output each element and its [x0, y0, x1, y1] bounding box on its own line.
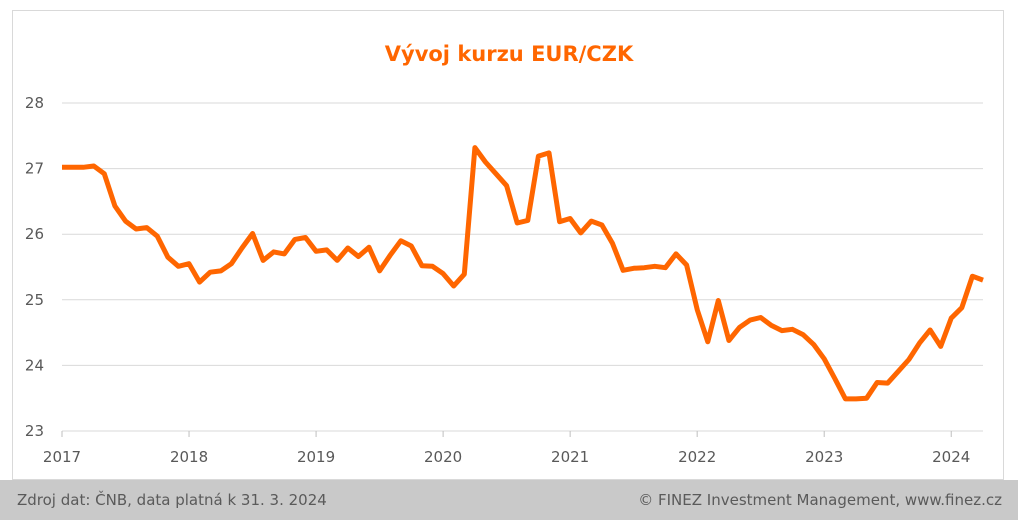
y-axis-ticks: 23 24 25 26 27 28 — [25, 94, 44, 440]
y-tick-label: 26 — [25, 225, 44, 243]
y-tick-label: 23 — [25, 422, 44, 440]
x-tick-label: 2024 — [932, 448, 970, 466]
data-source-note: Zdroj dat: ČNB, data platná k 31. 3. 202… — [17, 491, 327, 509]
y-tick-label: 27 — [25, 160, 44, 178]
copyright-note: © FINEZ Investment Management, www.finez… — [638, 491, 1002, 509]
series-line — [62, 145, 984, 402]
x-tick-label: 2020 — [424, 448, 462, 466]
footer-bar: Zdroj dat: ČNB, data platná k 31. 3. 202… — [0, 480, 1018, 520]
chart-frame: Vývoj kurzu EUR/CZK 23 24 25 26 27 28 2017 201… — [12, 10, 1004, 480]
x-tick-label: 2017 — [43, 448, 81, 466]
data-points — [61, 147, 984, 399]
series-group — [61, 145, 984, 402]
x-axis: 2017 2018 2019 2020 2021 2022 2023 2024 — [43, 430, 983, 466]
y-tick-label: 25 — [25, 291, 44, 309]
y-tick-label: 28 — [25, 94, 44, 112]
chart-title: Vývoj kurzu EUR/CZK — [385, 42, 634, 66]
x-tick-label: 2019 — [297, 448, 335, 466]
x-tick-label: 2018 — [170, 448, 208, 466]
x-tick-label: 2021 — [551, 448, 589, 466]
x-tick-label: 2022 — [678, 448, 716, 466]
y-tick-label: 24 — [25, 356, 44, 374]
gridlines — [62, 102, 983, 366]
x-tick-label: 2023 — [805, 448, 843, 466]
